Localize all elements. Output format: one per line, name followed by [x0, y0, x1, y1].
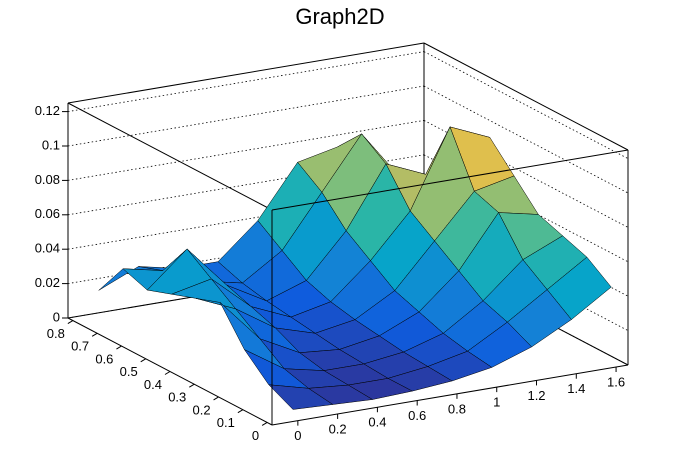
- x-tick-label: 0.8: [448, 401, 466, 416]
- y-tick: [164, 371, 171, 375]
- y-tick: [189, 383, 195, 388]
- x-tick-label: 1.6: [607, 374, 625, 389]
- y-tick: [261, 422, 268, 426]
- z-tick-label: 0.02: [35, 275, 60, 290]
- z-tick-label: 0.04: [35, 241, 60, 256]
- x-tick-label: 0.6: [408, 408, 426, 423]
- y-tick: [237, 409, 244, 414]
- z-tick-label: 0: [53, 309, 60, 324]
- x-tick-label: 0.4: [368, 415, 386, 430]
- y-tick-label: 0.3: [168, 390, 186, 405]
- y-tick-label: 0: [252, 428, 259, 443]
- y-tick-label: 0.4: [144, 377, 162, 392]
- y-tick: [140, 358, 146, 363]
- box-edge: [67, 42, 425, 104]
- box-edge: [271, 364, 629, 426]
- box-edge: [423, 42, 629, 151]
- surface-cell: [268, 384, 334, 410]
- x-tick-label: 1: [493, 395, 500, 410]
- y-tick: [67, 320, 74, 324]
- x-tick-label: 1.4: [567, 381, 585, 396]
- y-tick-label: 0.7: [71, 339, 89, 354]
- z-tick-label: 0.08: [35, 172, 60, 187]
- y-tick: [213, 396, 219, 401]
- y-tick-label: 0.5: [120, 364, 138, 379]
- y-tick-label: 0.6: [95, 351, 113, 366]
- grid-line: [67, 120, 425, 181]
- chart-title: Graph2D: [295, 4, 384, 29]
- grid-line: [67, 51, 425, 112]
- z-tick-label: 0.12: [35, 103, 60, 118]
- y-tick: [91, 332, 98, 337]
- box-edge: [67, 102, 273, 211]
- y-tick-label: 0.2: [192, 402, 210, 417]
- z-tick-label: 0.06: [35, 206, 60, 221]
- y-tick-label: 0.1: [217, 415, 235, 430]
- y-tick-label: 0.8: [47, 326, 65, 341]
- x-tick-label: 1.2: [527, 388, 545, 403]
- y-tick: [116, 345, 122, 350]
- z-tick-label: 0.1: [42, 137, 60, 152]
- x-tick-label: 0: [294, 428, 301, 443]
- grid-line: [67, 85, 425, 147]
- box-edge: [271, 149, 629, 211]
- x-tick-label: 0.2: [329, 421, 347, 436]
